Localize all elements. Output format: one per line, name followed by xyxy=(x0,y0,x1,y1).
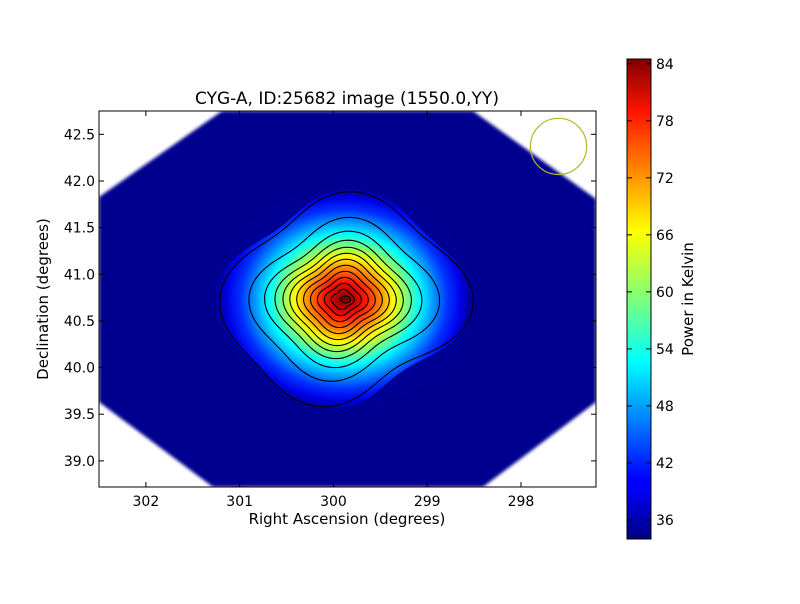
contour-line-10 xyxy=(323,282,362,317)
colorbar-tick-label-0: 36 xyxy=(656,513,674,529)
colorbar-ticks: 36 42 48 54 60 66 72 78 84 xyxy=(627,57,674,529)
contour-line-7 xyxy=(303,264,383,335)
x-tick-label-0: 302 xyxy=(133,494,160,510)
contour-line-2 xyxy=(264,230,423,369)
contour-line-0 xyxy=(219,191,474,408)
plot-frame xyxy=(98,110,597,488)
contour-lines xyxy=(219,191,474,408)
colorbar-tick-label-6: 72 xyxy=(656,171,674,187)
contour-line-3 xyxy=(274,239,412,360)
contour-line-1 xyxy=(248,216,441,382)
peak-marker xyxy=(340,295,352,304)
y-tick-label-2: 40.0 xyxy=(64,361,95,377)
contour-line-11 xyxy=(330,288,355,311)
colorbar-tick-label-2: 48 xyxy=(656,399,674,415)
colorbar-gradient xyxy=(627,59,651,539)
y-tick-label-1: 39.5 xyxy=(64,407,95,423)
colorbar-label: Power in Kelvin xyxy=(679,242,697,356)
y-axis-label: Declination (degrees) xyxy=(34,218,52,380)
contour-line-4 xyxy=(282,246,404,353)
colorbar: 36 42 48 54 60 66 72 78 84 Power in Kelvin xyxy=(626,57,697,540)
x-tick-label-2: 300 xyxy=(320,494,347,510)
colorbar-tick-label-3: 54 xyxy=(656,342,674,358)
y-tick-label-0: 39.0 xyxy=(64,454,95,470)
beam-marker-circle xyxy=(529,117,588,176)
contour-line-5 xyxy=(289,252,397,347)
x-tick-label-3: 299 xyxy=(414,494,441,510)
contour-line-9 xyxy=(316,276,369,323)
chart-title: CYG-A, ID:25682 image (1550.0,YY) xyxy=(195,89,499,109)
y-tick-label-4: 41.0 xyxy=(64,267,95,283)
y-tick-label-6: 42.0 xyxy=(64,174,95,190)
y-tick-label-7: 42.5 xyxy=(64,127,95,143)
colorbar-tick-label-1: 42 xyxy=(656,456,674,472)
y-axis-ticks: 39.0 39.5 40.0 40.5 41.0 41.5 42.0 42.5 xyxy=(64,127,596,470)
plot-area xyxy=(98,110,597,488)
colorbar-tick-label-4: 60 xyxy=(656,285,674,301)
x-tick-label-4: 298 xyxy=(508,494,535,510)
x-tick-label-1: 301 xyxy=(226,494,253,510)
y-tick-label-3: 40.5 xyxy=(64,314,95,330)
colorbar-frame xyxy=(626,58,652,540)
colorbar-tick-label-5: 66 xyxy=(656,228,674,244)
y-tick-label-5: 41.5 xyxy=(64,221,95,237)
x-axis-ticks: 302 301 300 299 298 xyxy=(133,111,535,510)
contour-line-6 xyxy=(296,258,390,341)
colorbar-tick-label-8: 84 xyxy=(656,57,674,73)
contour-line-8 xyxy=(309,270,376,329)
x-axis-label: Right Ascension (degrees) xyxy=(249,510,446,528)
colorbar-tick-label-7: 78 xyxy=(656,114,674,130)
